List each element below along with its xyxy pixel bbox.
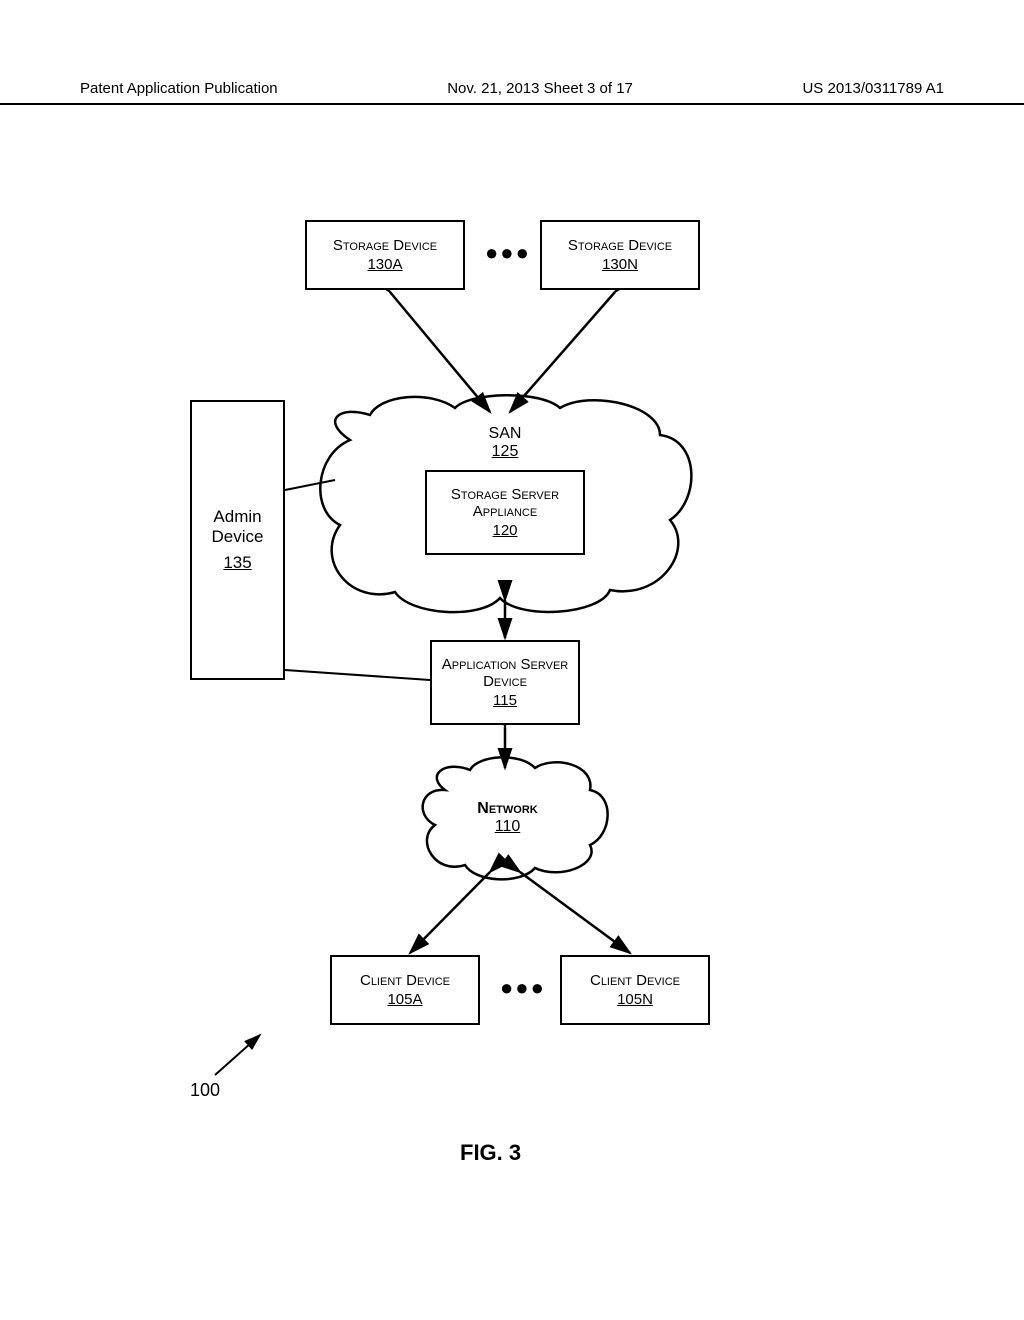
san-label: SAN bbox=[489, 425, 522, 443]
app-server-label: Application Server Device bbox=[432, 656, 578, 690]
ssa-ref: 120 bbox=[492, 522, 517, 539]
client-device-a: Client Device 105A bbox=[330, 955, 480, 1025]
storage-server-appliance: Storage Server Appliance 120 bbox=[425, 470, 585, 555]
storage-a-label: Storage Device bbox=[333, 237, 437, 254]
header-right: US 2013/0311789 A1 bbox=[802, 80, 944, 97]
app-server-ref: 115 bbox=[493, 692, 517, 709]
ellipsis-bottom: ●●● bbox=[500, 975, 546, 1001]
application-server-device: Application Server Device 115 bbox=[430, 640, 580, 725]
storage-a-ref: 130A bbox=[367, 256, 402, 273]
admin-device: Admin Device 135 bbox=[190, 400, 285, 680]
admin-label2: Device bbox=[212, 527, 264, 547]
admin-ref: 135 bbox=[223, 553, 251, 573]
header-center: Nov. 21, 2013 Sheet 3 of 17 bbox=[447, 80, 633, 97]
network-ref: 110 bbox=[495, 818, 521, 836]
page-header: Patent Application Publication Nov. 21, … bbox=[0, 80, 1024, 105]
san-ref: 125 bbox=[492, 443, 519, 461]
storage-n-ref: 130N bbox=[602, 256, 638, 273]
san-cloud: SAN 125 bbox=[320, 415, 690, 461]
network-cloud: Network 110 bbox=[420, 790, 595, 836]
figure-label: FIG. 3 bbox=[460, 1140, 521, 1166]
ellipsis-top: ●●● bbox=[485, 240, 531, 266]
client-device-n: Client Device 105N bbox=[560, 955, 710, 1025]
client-n-ref: 105N bbox=[617, 991, 653, 1008]
admin-label1: Admin bbox=[213, 507, 261, 527]
storage-device-a: Storage Device 130A bbox=[305, 220, 465, 290]
client-a-label: Client Device bbox=[360, 972, 450, 989]
storage-device-n: Storage Device 130N bbox=[540, 220, 700, 290]
storage-n-label: Storage Device bbox=[568, 237, 672, 254]
diagram-canvas: Storage Device 130A Storage Device 130N … bbox=[0, 180, 1024, 1180]
ssa-label: Storage Server Appliance bbox=[427, 486, 583, 520]
figure-ref-100: 100 bbox=[190, 1080, 220, 1101]
client-a-ref: 105A bbox=[387, 991, 422, 1008]
client-n-label: Client Device bbox=[590, 972, 680, 989]
network-label: Network bbox=[477, 800, 537, 818]
header-left: Patent Application Publication bbox=[80, 80, 278, 97]
